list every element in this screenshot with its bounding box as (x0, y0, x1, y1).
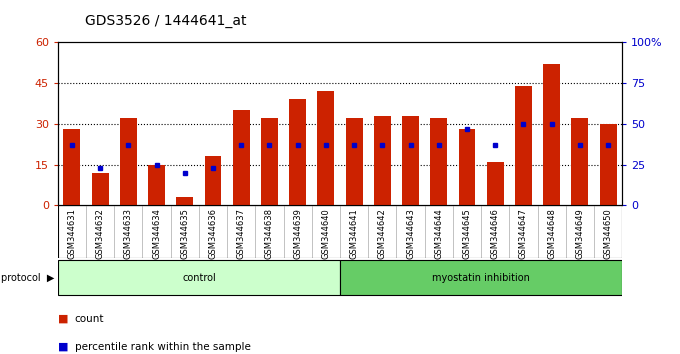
Bar (233, 110, 250, 205)
Bar (430, 119, 447, 205)
Text: GSM344634: GSM344634 (152, 208, 161, 259)
Bar (543, 64, 560, 205)
Bar (487, 162, 504, 205)
Text: GSM344644: GSM344644 (435, 208, 443, 259)
Text: count: count (75, 314, 104, 324)
Text: GSM344631: GSM344631 (67, 208, 76, 259)
Bar (374, 116, 391, 205)
Text: GSM344633: GSM344633 (124, 208, 133, 259)
Bar (289, 99, 306, 205)
Bar (58, 205, 622, 258)
Text: control: control (182, 273, 216, 283)
Bar (600, 124, 617, 205)
Text: GSM344640: GSM344640 (322, 208, 330, 259)
Bar (515, 86, 532, 205)
Text: percentile rank within the sample: percentile rank within the sample (75, 342, 251, 352)
Text: GSM344650: GSM344650 (604, 208, 613, 259)
Text: GSM344641: GSM344641 (350, 208, 358, 259)
Text: GSM344645: GSM344645 (462, 208, 471, 259)
Text: GSM344647: GSM344647 (519, 208, 528, 259)
Bar (63, 129, 80, 205)
Text: GSM344646: GSM344646 (491, 208, 500, 259)
Bar (58, 261, 340, 295)
Bar (318, 91, 335, 205)
Bar (176, 197, 193, 205)
Text: myostatin inhibition: myostatin inhibition (432, 273, 530, 283)
Bar (340, 261, 622, 295)
Bar (402, 116, 419, 205)
Bar (458, 129, 475, 205)
Text: GDS3526 / 1444641_at: GDS3526 / 1444641_at (85, 14, 246, 28)
Text: GSM344639: GSM344639 (293, 208, 302, 259)
Bar (205, 156, 222, 205)
Bar (345, 119, 362, 205)
Text: GSM344635: GSM344635 (180, 208, 189, 259)
Text: GSM344636: GSM344636 (209, 208, 218, 259)
Text: GSM344637: GSM344637 (237, 208, 245, 259)
Text: GSM344642: GSM344642 (378, 208, 387, 259)
Bar (92, 173, 109, 205)
Text: ■: ■ (58, 342, 68, 352)
Text: ■: ■ (58, 314, 68, 324)
Text: protocol  ▶: protocol ▶ (1, 273, 54, 283)
Text: GSM344632: GSM344632 (96, 208, 105, 259)
Bar (261, 119, 278, 205)
Text: GSM344648: GSM344648 (547, 208, 556, 259)
Bar (571, 119, 588, 205)
Text: GSM344649: GSM344649 (575, 208, 584, 259)
Bar (148, 165, 165, 205)
Text: GSM344643: GSM344643 (406, 208, 415, 259)
Text: GSM344638: GSM344638 (265, 208, 274, 259)
Bar (120, 119, 137, 205)
